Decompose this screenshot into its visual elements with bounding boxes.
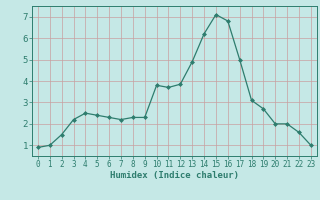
X-axis label: Humidex (Indice chaleur): Humidex (Indice chaleur) bbox=[110, 171, 239, 180]
